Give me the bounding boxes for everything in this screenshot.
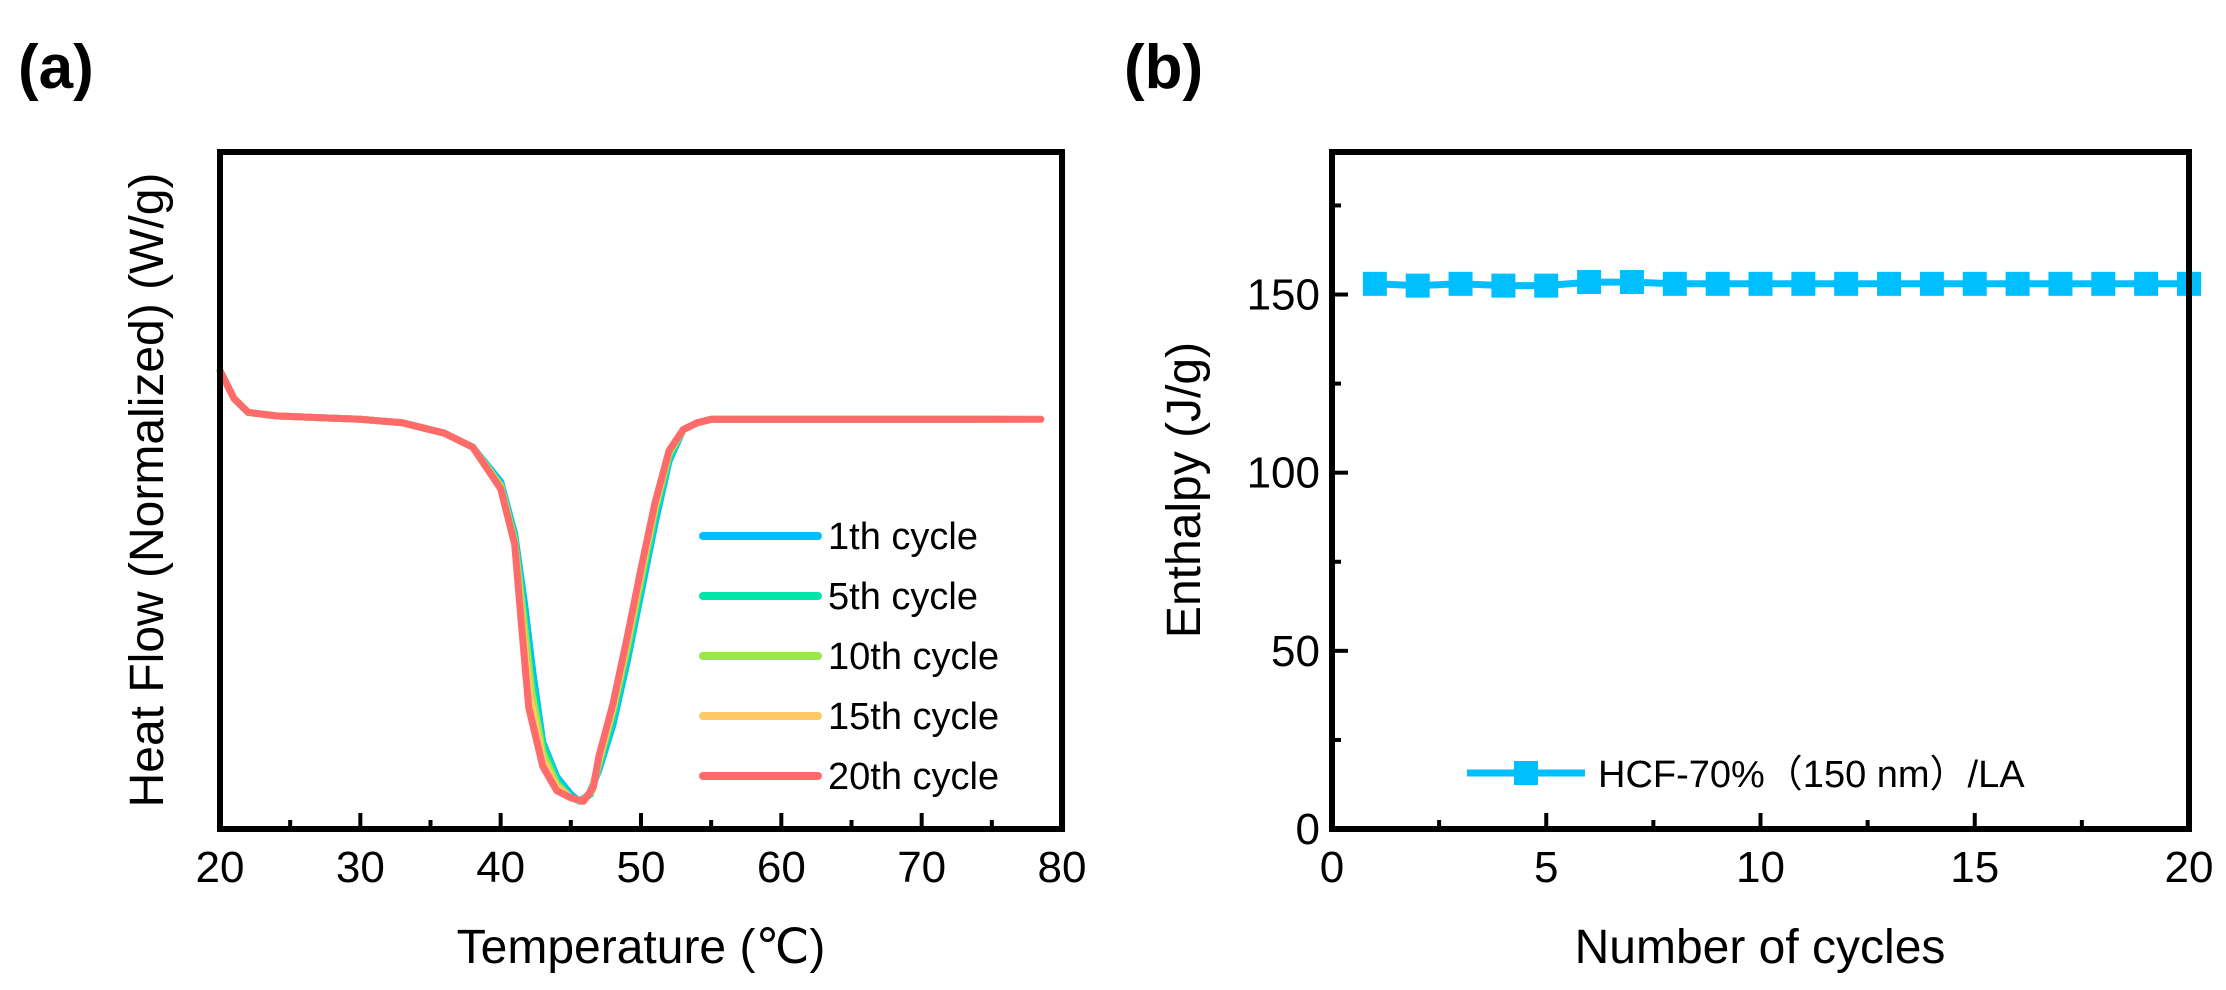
panel-b-marker-9 <box>1705 271 1730 296</box>
panel-b-marker-7 <box>1619 270 1644 295</box>
panel-b-marker-13 <box>1877 271 1902 296</box>
panel-b-marker-11 <box>1791 271 1816 296</box>
panel-a-legend-label-1: 1th cycle <box>828 516 978 558</box>
panel-a: (a) 20 30 40 50 60 70 80 1th cycle 5th cycle 10t… <box>18 33 1086 974</box>
panel-b-x-axis-label: Number of cycles <box>1575 921 1946 974</box>
panel-b-y-tick-label-150: 150 <box>1247 271 1320 320</box>
panel-b-marker-4 <box>1491 273 1516 298</box>
panel-b-x-tick-label-5: 5 <box>1534 843 1558 892</box>
panel-a-series-lines <box>216 367 1045 805</box>
panel-a-x-tick-label-60: 60 <box>757 843 806 892</box>
panel-b-marker-18 <box>2091 271 2116 296</box>
panel-b-marker-3 <box>1448 271 1473 296</box>
panel-b-marker-5 <box>1534 273 1559 298</box>
panel-b-marker-10 <box>1748 271 1773 296</box>
panel-b-legend: HCF-70%（150 nm）/LA <box>1467 754 2025 796</box>
panel-b-marker-19 <box>2134 271 2159 296</box>
panel-b-label: (b) <box>1124 33 1203 102</box>
panel-b-series <box>1362 270 2201 298</box>
panel-b: (b) 0 5 10 15 20 0 50 100 150 HCF-70%（150 nm）/L… <box>1124 33 2213 974</box>
panel-b-marker-15 <box>1962 271 1987 296</box>
panel-b-marker-2 <box>1405 273 1430 298</box>
panel-b-x-tick-label-20: 20 <box>2165 843 2214 892</box>
panel-a-x-ticks: 20 30 40 50 60 70 80 <box>196 813 1087 892</box>
panel-b-x-tick-label-10: 10 <box>1736 843 1785 892</box>
panel-b-marker-12 <box>1834 271 1859 296</box>
panel-a-legend-label-3: 10th cycle <box>828 636 999 678</box>
panel-b-marker-14 <box>1919 271 1944 296</box>
panel-b-y-tick-label-0: 0 <box>1296 805 1320 854</box>
panel-a-series-line-5 <box>216 367 1045 805</box>
panel-a-legend-label-5: 20th cycle <box>828 756 999 798</box>
panel-b-y-axis-label: Enthalpy (J/g) <box>1158 342 1211 638</box>
panel-a-x-tick-label-50: 50 <box>617 843 666 892</box>
panel-a-x-tick-label-70: 70 <box>897 843 946 892</box>
panel-b-frame <box>1329 149 2192 832</box>
panel-a-y-axis-label: Heat Flow (Normalized) (W/g) <box>121 173 174 808</box>
panel-b-marker-1 <box>1362 271 1387 296</box>
panel-a-x-tick-label-20: 20 <box>196 843 245 892</box>
panel-b-x-ticks: 0 5 10 15 20 <box>1320 813 2214 892</box>
panel-a-x-tick-label-80: 80 <box>1038 843 1087 892</box>
panel-a-legend-label-2: 5th cycle <box>828 576 978 618</box>
panel-a-x-axis-label: Temperature (℃) <box>457 921 826 974</box>
panel-b-marker-8 <box>1662 271 1687 296</box>
panel-a-legend-label-4: 15th cycle <box>828 696 999 738</box>
panel-b-y-tick-label-50: 50 <box>1271 627 1320 676</box>
panel-b-marker-6 <box>1577 270 1602 295</box>
panel-b-legend-swatch-marker <box>1514 761 1538 785</box>
panel-b-y-tick-label-100: 100 <box>1247 449 1320 498</box>
panel-b-marker-16 <box>2005 271 2030 296</box>
panel-b-y-ticks: 0 50 100 150 <box>1247 203 1348 854</box>
panel-b-x-tick-label-15: 15 <box>1950 843 1999 892</box>
panel-a-x-tick-label-30: 30 <box>336 843 385 892</box>
panel-a-legend: 1th cycle 5th cycle 10th cycle 15th cycle 20… <box>699 516 999 798</box>
panel-a-label: (a) <box>18 33 94 102</box>
panel-b-x-tick-label-0: 0 <box>1320 843 1344 892</box>
panel-b-marker-17 <box>2048 271 2073 296</box>
panel-a-x-tick-label-40: 40 <box>476 843 525 892</box>
panel-b-legend-label: HCF-70%（150 nm）/LA <box>1598 754 2025 796</box>
